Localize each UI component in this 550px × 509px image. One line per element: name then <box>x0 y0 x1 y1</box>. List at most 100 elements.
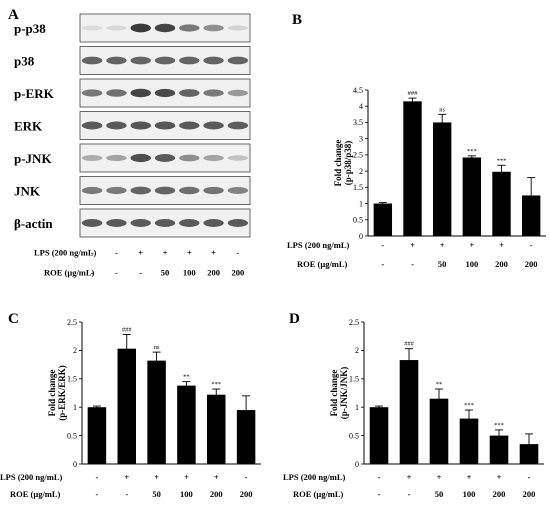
lps-value: + <box>410 240 415 250</box>
blot-band <box>154 219 176 227</box>
y-tick-label: 0 <box>359 232 363 241</box>
lps-value: - <box>378 472 381 482</box>
y-tick-label: 1 <box>355 403 359 412</box>
blot-band <box>106 154 127 162</box>
bar <box>489 435 509 464</box>
bar <box>399 360 419 464</box>
y-tick-label: 4 <box>359 102 363 111</box>
y-tick-label: 1 <box>359 199 363 208</box>
blot-band <box>179 24 200 32</box>
blot-label: p-ERK <box>14 86 55 101</box>
blot-band <box>179 186 200 195</box>
bar <box>147 360 166 464</box>
y-tick-label: 0.5 <box>353 216 363 225</box>
y-tick-label: 2 <box>73 346 77 355</box>
roe-value: 200 <box>231 268 244 278</box>
roe-value: - <box>381 259 384 269</box>
blot-band <box>203 154 224 162</box>
bar <box>177 385 196 464</box>
roe-value: 100 <box>465 259 478 269</box>
blot-band <box>130 186 151 195</box>
blot-band <box>154 88 176 98</box>
blot-band <box>179 89 200 97</box>
blot-band <box>227 25 249 31</box>
blot-band <box>81 89 103 97</box>
blot-band <box>227 187 249 194</box>
significance-label: *** <box>494 422 504 429</box>
roe-value: - <box>408 489 411 499</box>
bar <box>369 407 389 464</box>
y-tick-label: 2 <box>359 167 363 176</box>
lps-label: LPS (200 ng/mL) <box>283 472 346 482</box>
y-tick-label: 1.5 <box>353 183 363 192</box>
y-axis-label: Fold change <box>329 370 339 417</box>
bar <box>432 122 452 236</box>
y-tick-label: 4.5 <box>353 86 363 95</box>
bar <box>87 407 107 464</box>
lps-value: - <box>528 472 531 482</box>
blot-band <box>203 219 224 227</box>
bar <box>429 398 449 464</box>
y-tick-label: 0 <box>355 460 359 469</box>
significance-label: *** <box>467 148 477 155</box>
lps-value: - <box>245 472 248 482</box>
bar <box>117 348 136 464</box>
y-tick-label: 2.5 <box>353 151 363 160</box>
roe-value: - <box>115 268 118 278</box>
bar <box>207 394 226 464</box>
blot-band <box>106 186 127 195</box>
lps-value: + <box>187 248 192 258</box>
blot-band <box>81 56 103 65</box>
y-axis-label: (p-JNK/JNK) <box>339 367 349 420</box>
blot-band <box>203 89 224 97</box>
lps-value: + <box>469 240 474 250</box>
chart-p-erk: 0 0.5 1 1.5 2 2.5 Fold change (p-ERK/ERK) - - ### +… <box>0 318 261 499</box>
roe-value: 200 <box>493 489 506 499</box>
lps-value: + <box>124 472 129 482</box>
blot-band <box>154 121 176 130</box>
y-axis-label: (p-p38/p38) <box>343 141 353 186</box>
lps-value: + <box>499 240 504 250</box>
blot-band <box>154 186 176 195</box>
lps-value: - <box>530 240 533 250</box>
western-blot-panel: p-p38 p38 p-ERK ERK p-JNK JNK β-actin LPS (200 … <box>14 13 251 278</box>
chart-p-p38: 0 0.5 1 1.5 2 2.5 3 3.5 4 4.5 Fold change (p-p38/p3… <box>287 86 546 269</box>
y-axis-label: Fold change <box>47 370 57 417</box>
blot-label: JNK <box>14 184 41 199</box>
blot-label: p-JNK <box>14 151 52 166</box>
roe-value: 200 <box>525 259 538 269</box>
lps-value: + <box>467 472 472 482</box>
lps-value: + <box>154 472 159 482</box>
bar <box>462 157 482 236</box>
roe-label: ROE (μg/mL) <box>297 259 348 269</box>
panel-letter-c: C <box>8 311 19 327</box>
blot-band <box>179 219 200 227</box>
bar <box>373 203 393 236</box>
blot-band <box>81 186 103 195</box>
blot-band <box>179 121 200 130</box>
blot-band <box>81 25 103 31</box>
blot-band <box>203 24 224 32</box>
roe-label: ROE (μg/mL) <box>293 489 344 499</box>
blot-label: p38 <box>14 54 35 69</box>
lps-value: - <box>91 248 94 258</box>
roe-value: - <box>95 489 98 499</box>
lps-label: LPS (200 ng/mL) <box>0 472 63 482</box>
significance-label: ### <box>404 341 415 348</box>
blot-band <box>81 121 103 130</box>
blot-band <box>81 219 103 227</box>
lps-value: - <box>115 248 118 258</box>
significance-label: ns <box>439 106 445 113</box>
blot-band <box>106 56 127 65</box>
y-tick-label: 3.5 <box>353 118 363 127</box>
y-axis-label: Fold change <box>333 140 343 187</box>
blot-band <box>227 56 249 65</box>
blot-band <box>106 219 127 227</box>
roe-value: - <box>139 268 142 278</box>
blot-band <box>179 56 200 65</box>
blot-band <box>130 56 151 65</box>
blot-label: β-actin <box>14 216 53 231</box>
roe-value: 100 <box>183 268 196 278</box>
bar <box>236 410 256 464</box>
